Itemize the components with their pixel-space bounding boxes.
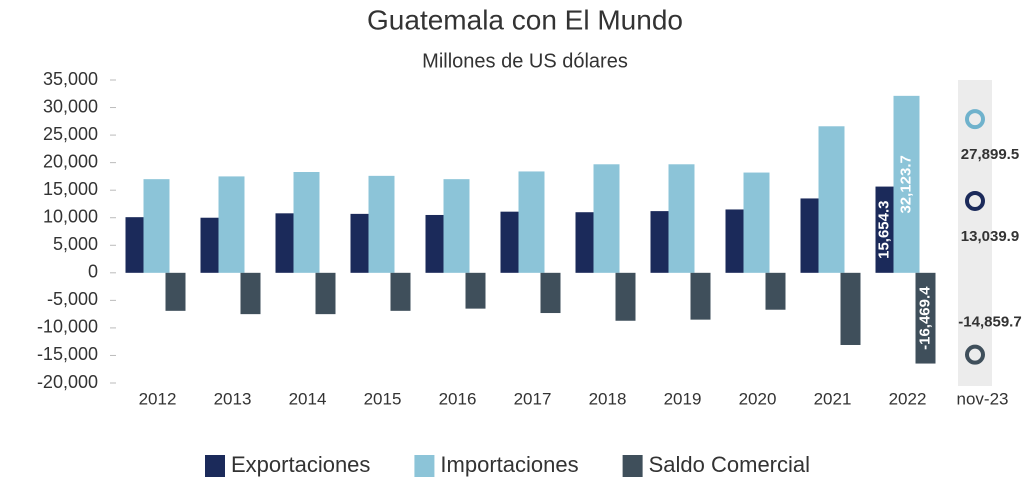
bar — [200, 217, 219, 273]
bar — [818, 126, 845, 273]
point-marker — [965, 344, 985, 365]
bar — [293, 172, 320, 273]
legend-label: Exportaciones — [231, 452, 370, 477]
bar — [125, 217, 144, 273]
bar — [650, 211, 669, 273]
x-tick-label: 2012 — [139, 389, 177, 408]
legend-swatch — [414, 455, 435, 477]
y-tick-label: 15,000 — [43, 179, 98, 199]
x-tick-label: 2019 — [664, 389, 702, 408]
bar — [615, 272, 636, 321]
x-tick-label: 2021 — [814, 389, 852, 408]
x-tick-label: 2022 — [889, 389, 927, 408]
y-tick-label: -20,000 — [37, 372, 98, 392]
bar — [165, 272, 186, 311]
y-tick-label: 35,000 — [43, 69, 98, 89]
bar — [443, 179, 470, 273]
value-label: -16,469.4 — [916, 286, 933, 350]
point-marker — [965, 190, 985, 211]
x-tick-label: 2020 — [739, 389, 777, 408]
bar — [765, 272, 786, 310]
x-tick-label: 2013 — [214, 389, 252, 408]
legend-swatch — [622, 455, 643, 477]
bar — [690, 272, 711, 320]
y-tick-label: 20,000 — [43, 151, 98, 171]
bar — [743, 172, 770, 273]
y-tick-label: 10,000 — [43, 206, 98, 226]
bar — [315, 272, 336, 315]
value-label: 13,039.9 — [961, 228, 1019, 245]
bar — [915, 272, 936, 364]
legend-label: Importaciones — [440, 452, 578, 477]
bar — [240, 272, 261, 315]
bar — [425, 214, 444, 273]
bar — [390, 272, 411, 311]
bar — [575, 212, 594, 273]
x-tick-label: 2018 — [589, 389, 627, 408]
bar — [465, 272, 486, 309]
y-tick-label: -10,000 — [37, 317, 98, 337]
value-label: 32,123.7 — [897, 155, 914, 213]
point-marker — [965, 109, 985, 130]
bar — [540, 272, 561, 314]
x-tick-label: 2014 — [289, 389, 327, 408]
x-tick-label: 2016 — [439, 389, 477, 408]
bar — [800, 198, 819, 273]
x-tick-label: 2015 — [364, 389, 402, 408]
bar — [350, 213, 369, 273]
bar — [840, 272, 861, 345]
bar — [725, 209, 744, 273]
value-label: 15,654.3 — [875, 201, 892, 259]
chart-title: Guatemala con El Mundo — [367, 4, 683, 35]
bar — [275, 213, 294, 273]
bar — [893, 95, 920, 273]
y-tick-label: -5,000 — [47, 289, 98, 309]
value-label: -14,859.7 — [958, 314, 1021, 331]
value-label: 27,899.5 — [961, 146, 1019, 163]
legend-label: Saldo Comercial — [649, 452, 810, 477]
bar — [593, 164, 620, 273]
bar — [368, 175, 395, 273]
bar — [218, 176, 245, 273]
x-tick-label: nov-23 — [957, 389, 1009, 408]
bar — [518, 171, 545, 273]
bar — [668, 164, 695, 273]
chart-subtitle: Millones de US dólares — [422, 50, 628, 72]
legend-swatch — [205, 455, 225, 477]
y-tick-label: 5,000 — [53, 234, 98, 254]
y-tick-label: 25,000 — [43, 124, 98, 144]
y-tick-label: 0 — [88, 262, 98, 282]
y-tick-label: 30,000 — [43, 96, 98, 116]
bar — [143, 179, 170, 273]
x-tick-label: 2017 — [514, 389, 552, 408]
bar — [875, 186, 894, 273]
highlight-band — [958, 80, 992, 386]
bar — [500, 211, 519, 273]
y-tick-label: -15,000 — [37, 344, 98, 364]
